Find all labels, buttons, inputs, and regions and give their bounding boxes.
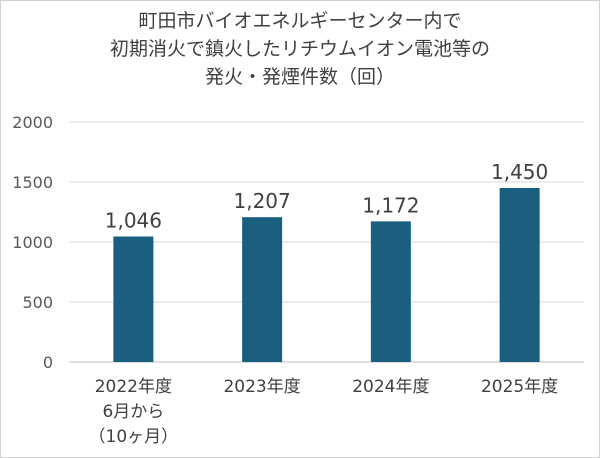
y-tick-label: 1500 bbox=[12, 173, 53, 192]
x-category-label: 6月から bbox=[102, 402, 164, 422]
y-tick-label: 0 bbox=[43, 353, 53, 372]
bar bbox=[113, 236, 154, 362]
chart-title-line-3: 発火・発煙件数（回） bbox=[204, 66, 395, 88]
data-label: 1,450 bbox=[491, 160, 548, 184]
bar bbox=[370, 221, 411, 362]
y-tick-label: 1000 bbox=[12, 233, 53, 252]
data-label: 1,046 bbox=[105, 208, 162, 232]
x-category-label: 2022年度 bbox=[95, 377, 172, 397]
x-category-label: 2024年度 bbox=[352, 377, 429, 397]
x-category-label: 2023年度 bbox=[223, 377, 300, 397]
y-tick-label: 500 bbox=[22, 293, 53, 312]
data-label: 1,207 bbox=[233, 189, 290, 213]
chart-title-line-2: 初期消火で鎮火したリチウムイオン電池等の bbox=[109, 38, 490, 60]
bar bbox=[242, 217, 283, 362]
y-tick-label: 2000 bbox=[12, 113, 53, 132]
y-axis-ticks: 0 500 1000 1500 2000 bbox=[12, 113, 53, 372]
gridlines bbox=[69, 121, 584, 363]
bars bbox=[113, 188, 540, 362]
category-labels: 2022年度 6月から （10ヶ月） 2023年度 2024年度 2025年度 bbox=[89, 377, 559, 447]
x-category-label: 2025年度 bbox=[481, 377, 558, 397]
bar bbox=[499, 188, 540, 362]
x-category-label: （10ヶ月） bbox=[89, 427, 179, 447]
data-label: 1,172 bbox=[362, 193, 419, 217]
data-labels: 1,046 1,207 1,172 1,450 bbox=[105, 160, 549, 232]
chart-title-line-1: 町田市バイオエネルギーセンター内で bbox=[138, 10, 462, 32]
chart-title: 町田市バイオエネルギーセンター内で 初期消火で鎮火したリチウムイオン電池等の 発… bbox=[1, 7, 599, 91]
